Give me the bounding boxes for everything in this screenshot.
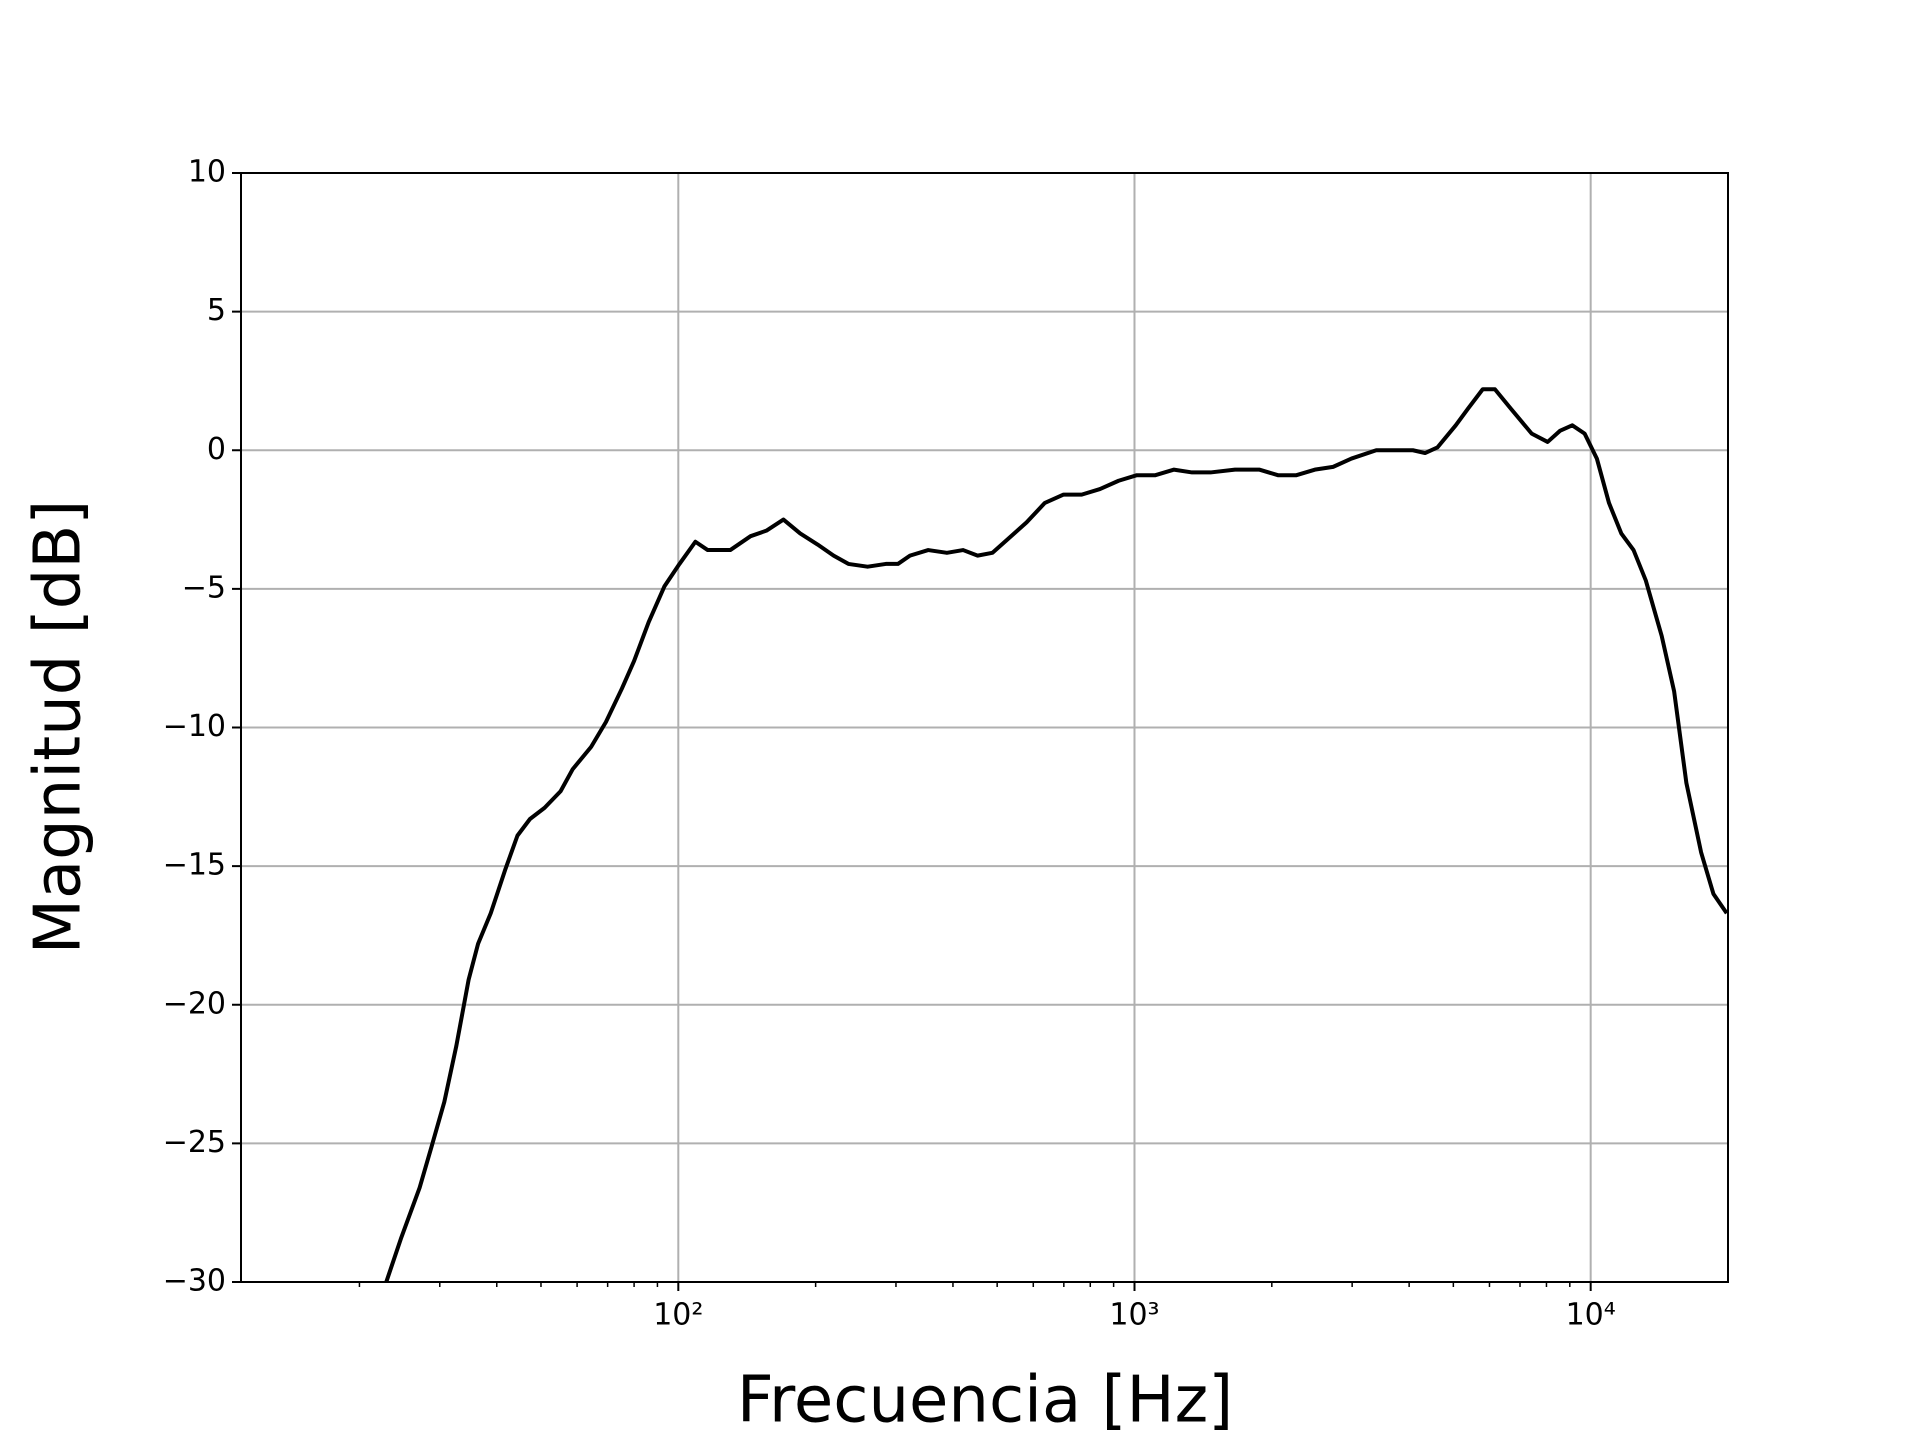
y-tick-label: −20: [163, 986, 226, 1021]
x-axis-label: Frecuencia [Hz]: [737, 1364, 1233, 1438]
y-tick-label: −10: [163, 709, 226, 744]
y-tick-label: −15: [163, 848, 226, 883]
y-tick-label: −5: [182, 570, 226, 605]
x-tick-label: 10²: [653, 1298, 703, 1333]
y-tick-label: −30: [163, 1264, 226, 1299]
x-tick-label: 10⁴: [1566, 1298, 1616, 1333]
data-line: [384, 387, 1728, 1282]
plot-frame: [240, 172, 1729, 1283]
y-tick-label: −25: [163, 1125, 226, 1160]
x-tick-label: 10³: [1109, 1298, 1159, 1333]
y-tick-label: 10: [188, 155, 226, 190]
y-tick-label: 0: [207, 432, 226, 467]
y-tick-label: 5: [207, 293, 226, 328]
y-axis-label: Magnitud [dB]: [22, 500, 96, 955]
